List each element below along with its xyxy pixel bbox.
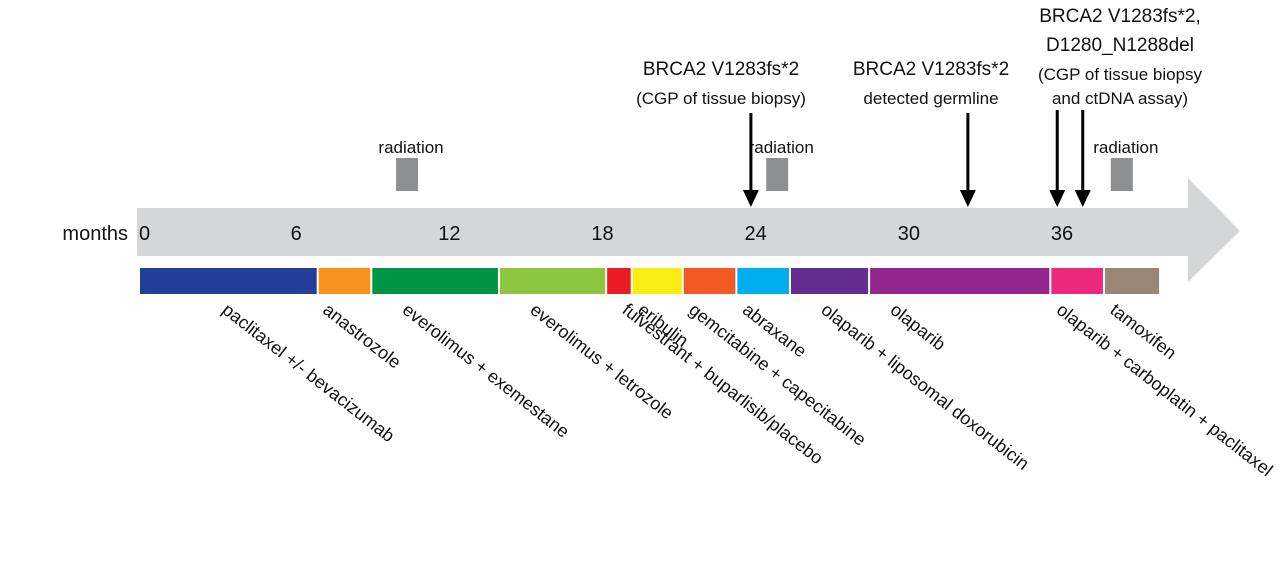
tick-label: 24 <box>745 223 767 245</box>
treatment-bar <box>683 268 736 294</box>
treatment-bar <box>870 268 1050 294</box>
radiation-label: radiation <box>1093 138 1158 157</box>
radiation-events: radiation radiation radiation <box>378 138 1158 191</box>
treatment-bar <box>499 268 606 294</box>
treatment-bar <box>1104 268 1160 294</box>
treatment-label: olaparib + carboplatin + paclitaxel <box>1053 299 1277 480</box>
tick-label: 36 <box>1051 223 1073 245</box>
treatment-bar <box>632 268 682 294</box>
treatment-bar <box>607 268 631 294</box>
tick-label: 30 <box>898 223 920 245</box>
treatment-bar <box>140 268 317 294</box>
mutation-arrow-head <box>1074 190 1091 207</box>
radiation-marker <box>396 158 419 191</box>
tick-label: 6 <box>291 223 302 245</box>
treatment-bar <box>318 268 371 294</box>
treatment-labels: paclitaxel +/- bevacizumabanastrozoleeve… <box>219 299 1277 480</box>
axis-ticks: 0 6 12 18 24 30 36 <box>139 223 1073 245</box>
radiation-marker <box>1110 158 1133 191</box>
mutation-arrow-head <box>959 190 976 207</box>
mutation-label: detected germline <box>863 89 998 108</box>
tick-label: 18 <box>591 223 613 245</box>
treatment-label: anastrozole <box>319 299 405 372</box>
mutation-arrow-head <box>1049 190 1066 207</box>
mutation-label: BRCA2 V1283fs*2 <box>643 59 799 80</box>
mutation-label: and ctDNA assay) <box>1052 89 1188 108</box>
mutation-label: (CGP of tissue biopsy <box>1038 65 1203 84</box>
timeline-arrow-bar <box>137 178 1240 282</box>
mutation-arrow-head <box>742 190 759 207</box>
mutation-annotations: BRCA2 V1283fs*2 (CGP of tissue biopsy) BRC… <box>636 6 1203 207</box>
mutation-label: BRCA2 V1283fs*2 <box>853 59 1009 80</box>
radiation-label: radiation <box>749 138 814 157</box>
treatment-bars <box>140 268 1160 294</box>
tick-label: 0 <box>139 223 150 245</box>
tick-label: 12 <box>438 223 460 245</box>
mutation-label: D1280_N1288del <box>1046 35 1194 56</box>
treatment-bar <box>1051 268 1103 294</box>
mutation-label: (CGP of tissue biopsy) <box>636 89 806 108</box>
mutation-label: BRCA2 V1283fs*2, <box>1039 6 1201 27</box>
treatment-label: paclitaxel +/- bevacizumab <box>219 299 399 446</box>
treatment-bar <box>737 268 789 294</box>
axis-label: months <box>62 223 128 245</box>
treatment-bar <box>372 268 498 294</box>
treatment-bar <box>790 268 869 294</box>
treatment-label: olaparib <box>887 299 950 354</box>
radiation-marker <box>766 158 789 191</box>
radiation-label: radiation <box>378 138 443 157</box>
